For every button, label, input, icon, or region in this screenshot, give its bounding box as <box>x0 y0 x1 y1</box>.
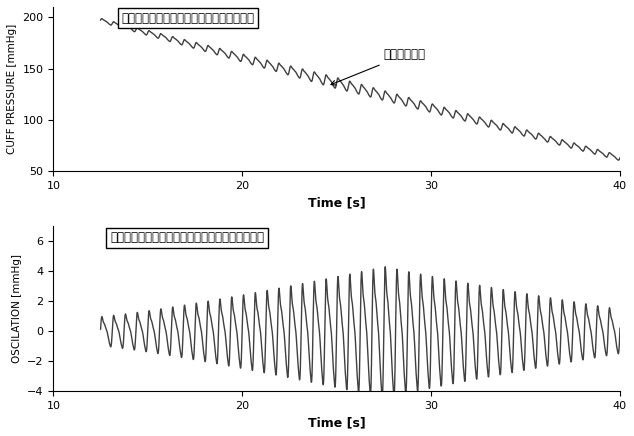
Text: 減圧するカフ内圧に重番する微小圧力振動: 減圧するカフ内圧に重番する微小圧力振動 <box>121 12 254 25</box>
Y-axis label: OSCILATION [mmHg]: OSCILATION [mmHg] <box>11 254 22 363</box>
X-axis label: Time [s]: Time [s] <box>307 197 366 210</box>
Text: ハイパスフィルタで取り出した微小圧力振動波形: ハイパスフィルタで取り出した微小圧力振動波形 <box>110 231 264 244</box>
Text: 微小圧力振動: 微小圧力振動 <box>331 48 426 85</box>
X-axis label: Time [s]: Time [s] <box>307 416 366 429</box>
Y-axis label: CUFF PRESSURE [mmHg]: CUFF PRESSURE [mmHg] <box>7 24 17 154</box>
